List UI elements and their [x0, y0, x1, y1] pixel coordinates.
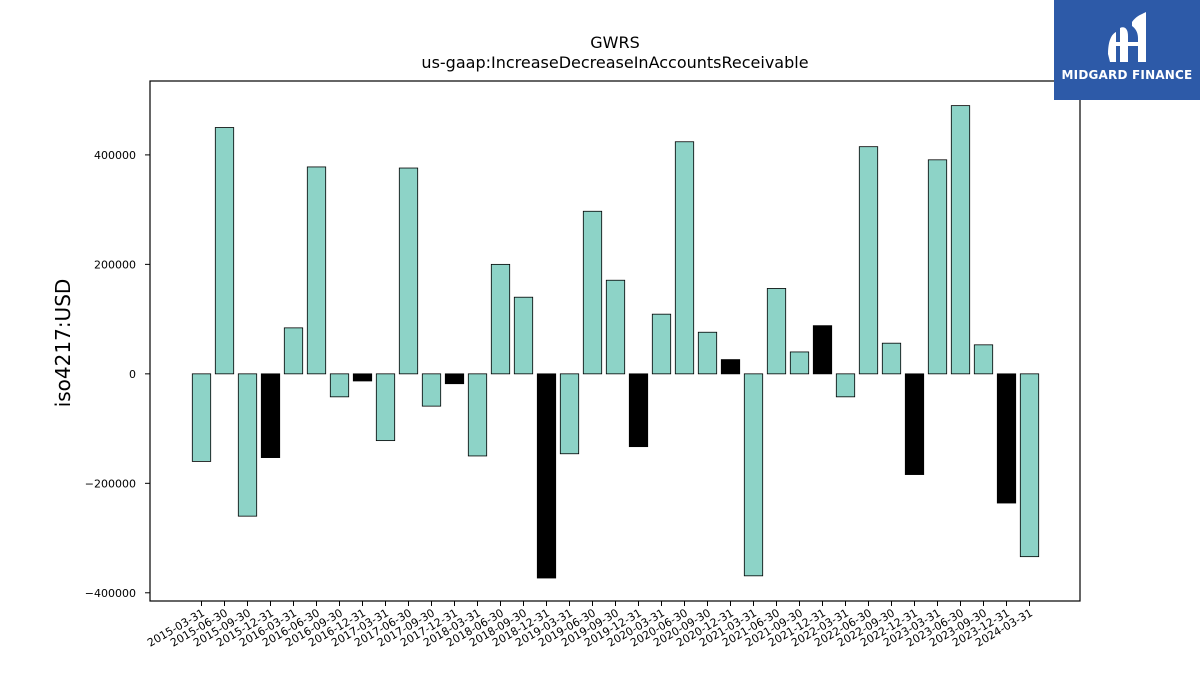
bar — [559, 373, 580, 455]
bar — [536, 373, 557, 579]
bar — [467, 373, 488, 457]
bar — [881, 342, 902, 375]
bar — [605, 279, 626, 375]
bar — [720, 359, 741, 375]
bar — [789, 351, 810, 375]
bar — [260, 373, 281, 458]
bar — [835, 373, 856, 398]
bar — [858, 146, 879, 375]
bar — [927, 159, 948, 375]
plot-area: −400000−20000002000004000002015-03-31201… — [85, 80, 1081, 650]
bar — [421, 373, 442, 407]
bar — [743, 373, 764, 577]
bar — [191, 373, 212, 462]
y-tick-label: 200000 — [94, 258, 136, 271]
midgard-logo-icon — [1108, 12, 1146, 62]
y-tick-label: 0 — [129, 368, 136, 381]
y-tick-label: −200000 — [85, 477, 136, 490]
chart-title: GWRS — [590, 33, 640, 52]
bar — [398, 167, 419, 375]
bar — [950, 105, 971, 375]
bar — [444, 373, 465, 385]
bar — [904, 373, 925, 475]
bar — [674, 141, 695, 375]
bar — [628, 373, 649, 448]
bar — [513, 296, 534, 375]
bar — [237, 373, 258, 517]
bar — [812, 325, 833, 375]
y-tick-label: −400000 — [85, 587, 136, 600]
logo-text: MIDGARD FINANCE — [1061, 68, 1193, 82]
bar — [352, 373, 373, 382]
bar — [283, 327, 304, 375]
bar — [375, 373, 396, 442]
bar — [214, 127, 235, 375]
bar — [582, 210, 603, 375]
bar — [651, 313, 672, 375]
bar — [996, 373, 1017, 504]
bar — [306, 166, 327, 375]
bar — [490, 263, 511, 375]
bar — [973, 344, 994, 375]
y-axis-label: iso4217:USD — [51, 279, 75, 408]
bar — [697, 331, 718, 375]
brand-logo: MIDGARD FINANCE — [1054, 0, 1200, 100]
bar — [1019, 373, 1040, 558]
y-tick-label: 400000 — [94, 149, 136, 162]
chart-subtitle: us-gaap:IncreaseDecreaseInAccountsReceiv… — [421, 53, 808, 72]
bar — [766, 288, 787, 375]
bar — [329, 373, 350, 398]
